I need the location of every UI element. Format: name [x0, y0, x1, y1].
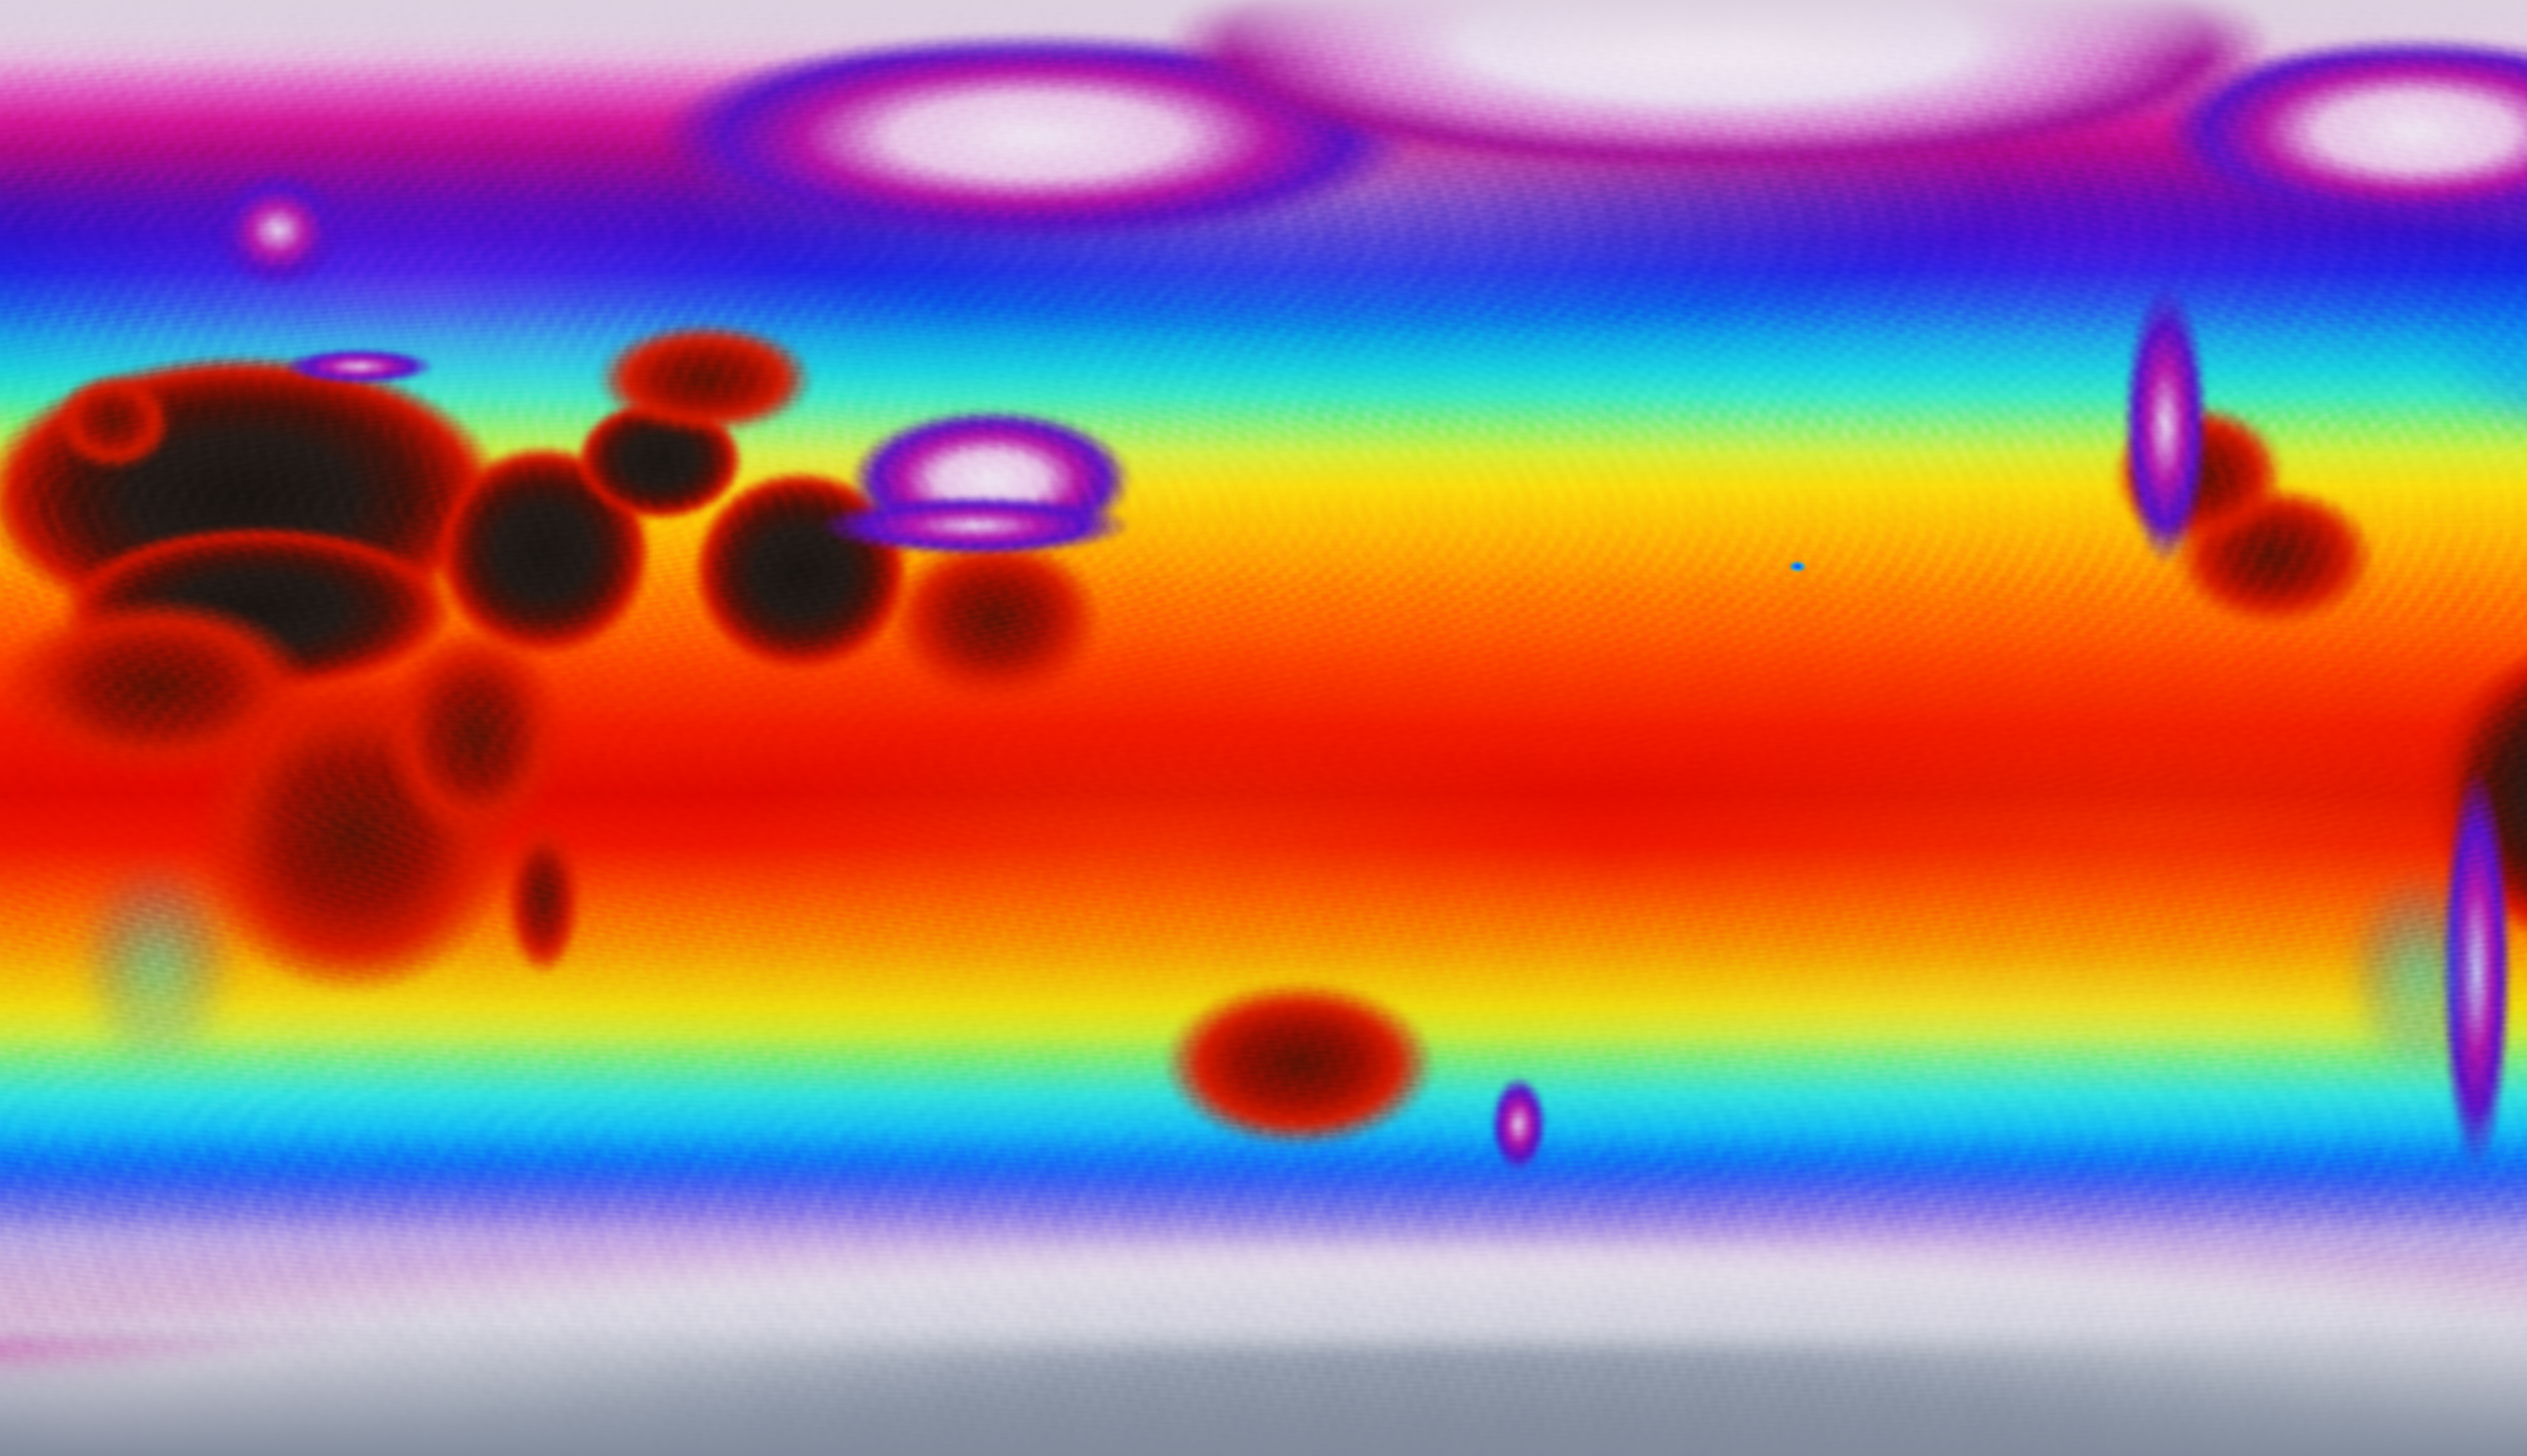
alps-ridge [283, 349, 435, 384]
north-atlantic-cool-tongue [2436, 273, 2527, 445]
madagascar-hotspot [505, 819, 581, 975]
peru-upwelling [2345, 869, 2497, 1082]
benguela-upwelling [76, 859, 238, 1071]
central-asia-hotspot [596, 323, 814, 435]
australia-outback-hotspot [1162, 980, 1435, 1147]
scandinavia-ridge [212, 172, 344, 288]
southeast-asia-hotspot [890, 536, 1102, 702]
rocky-mountains-ridge [2123, 283, 2209, 566]
hawaii-cool-spot [1789, 561, 1806, 572]
himalaya-ridge [819, 495, 1132, 556]
east-africa-hotspot [384, 627, 566, 844]
new-zealand-alps [1491, 1076, 1547, 1172]
iberia-hotspot [56, 374, 172, 470]
antarctic-coastal-shelf [0, 1162, 2527, 1344]
